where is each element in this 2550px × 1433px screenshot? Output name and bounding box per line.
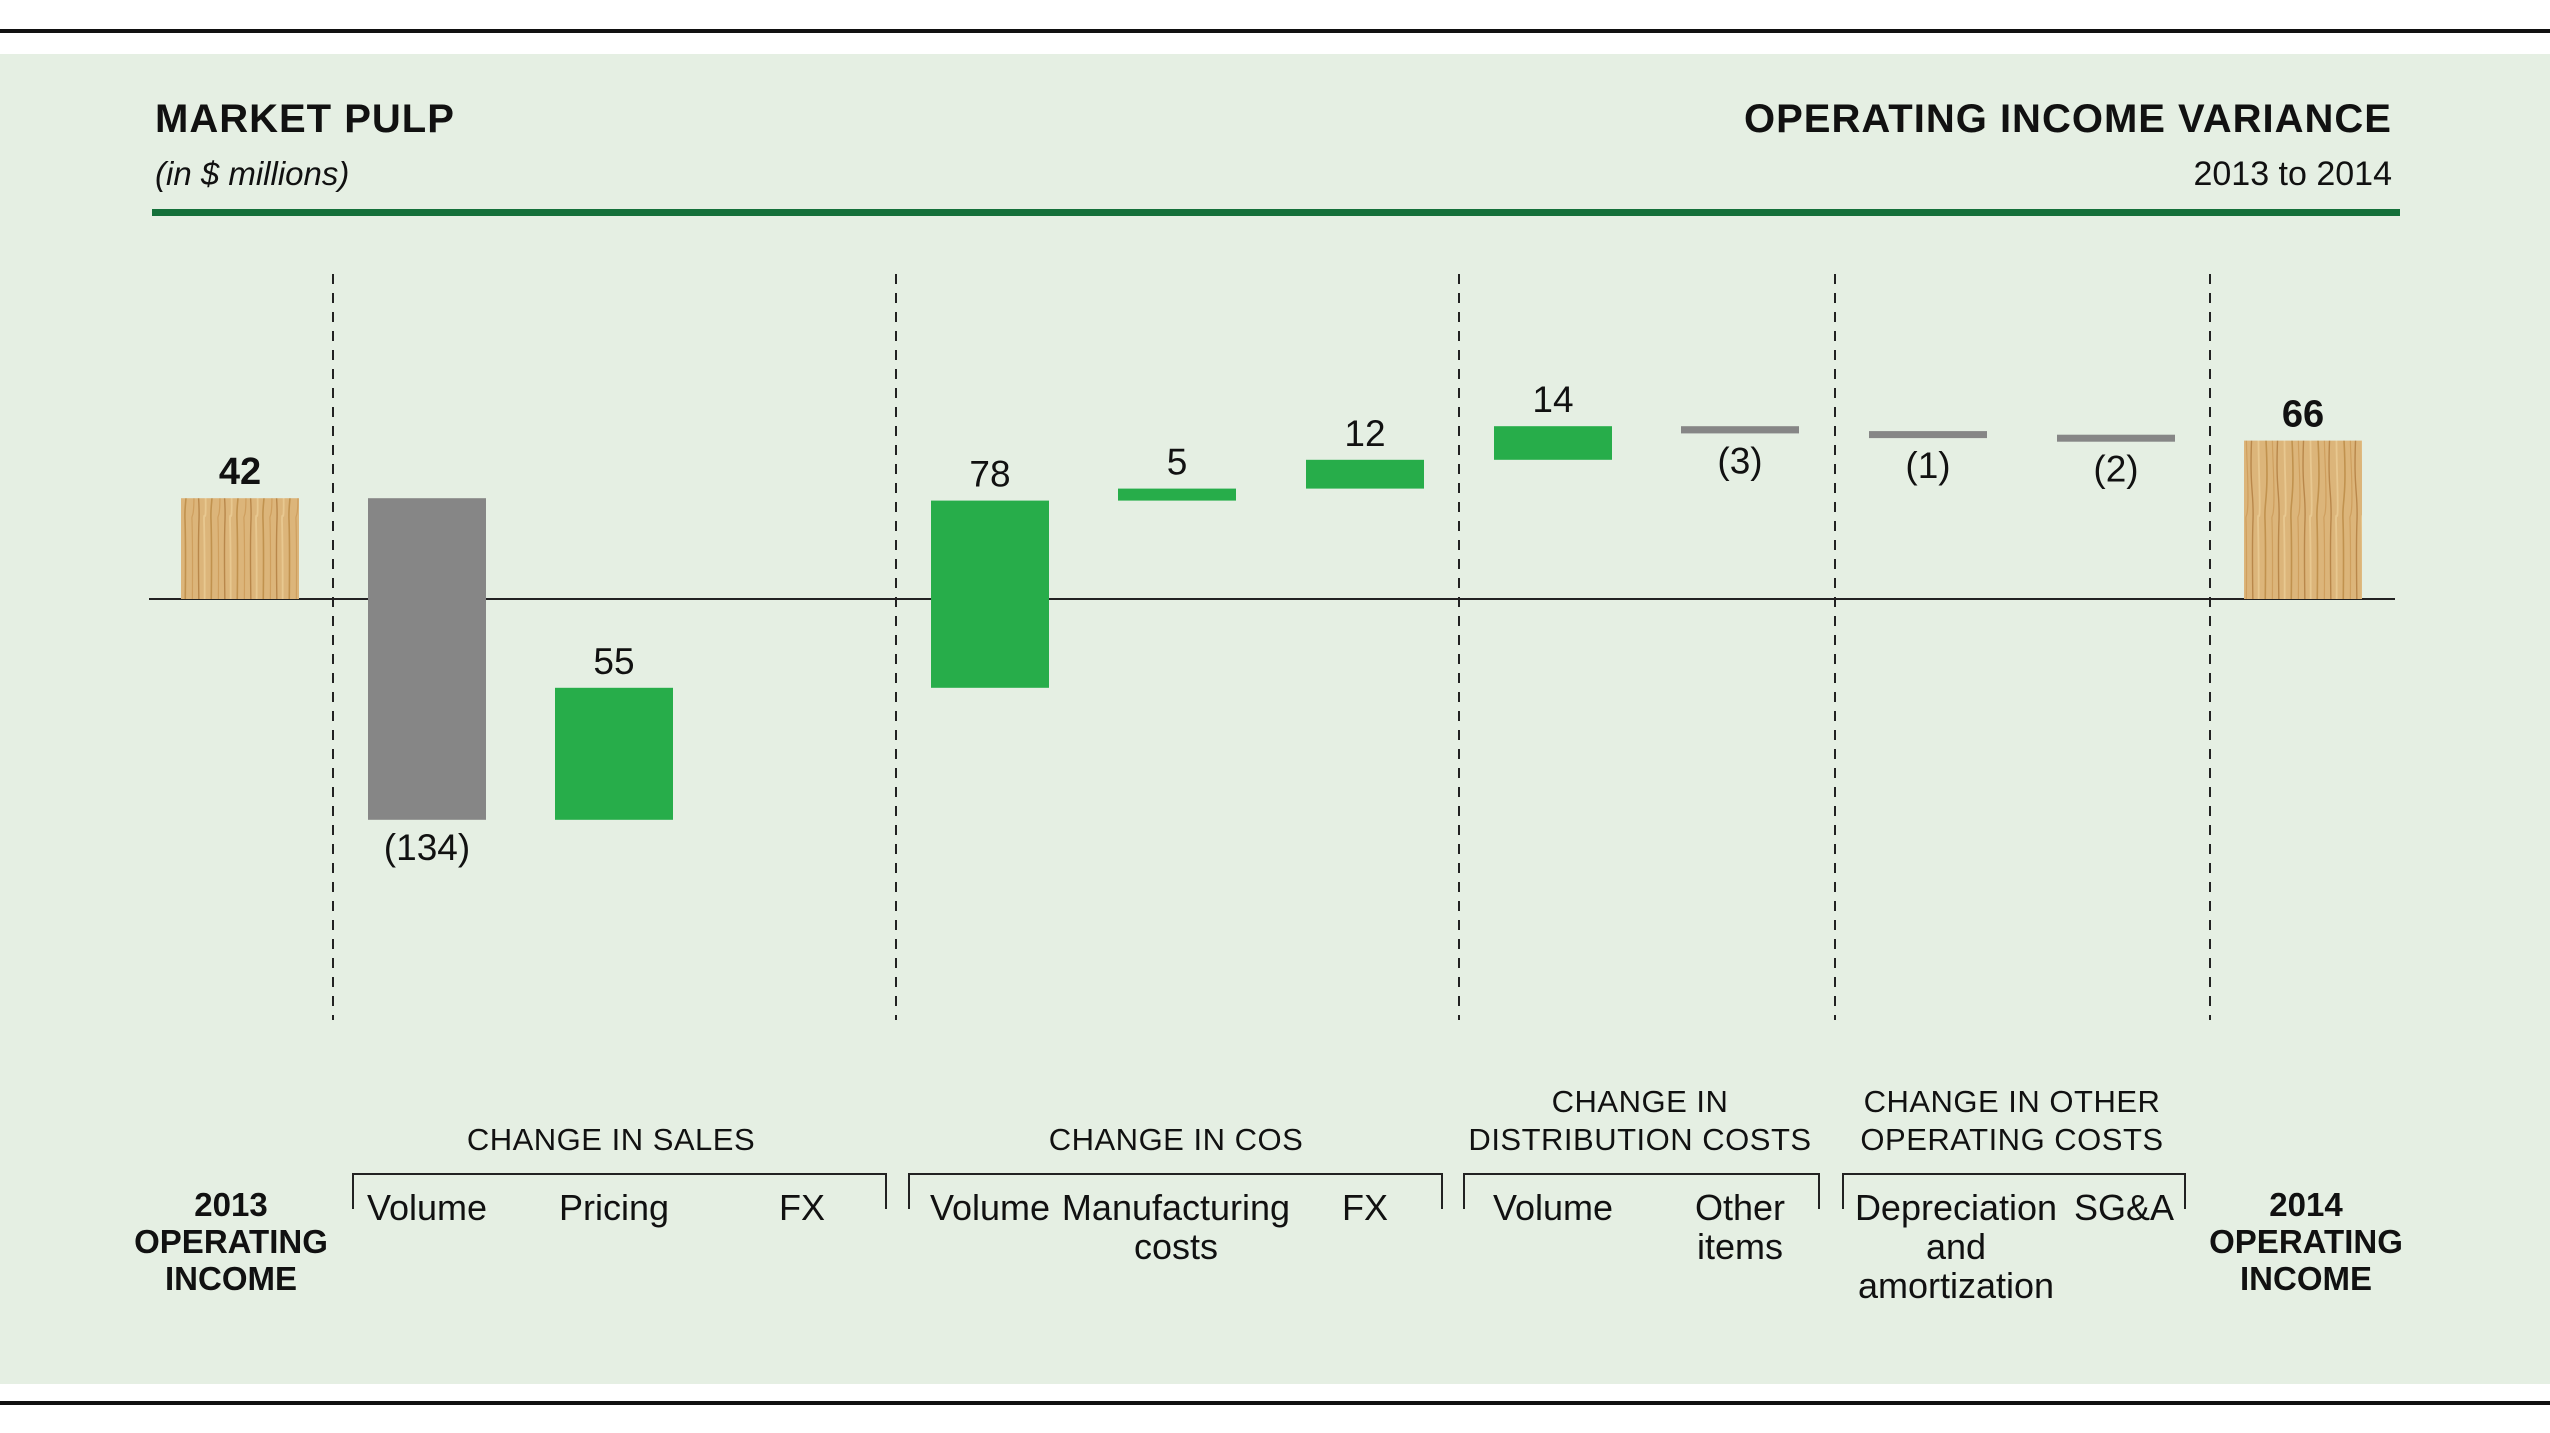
bar-2013-operating-income (181, 498, 299, 599)
chart-subtitle-units: (in $ millions) (155, 155, 350, 192)
group-label-other: CHANGE IN OTHER OPERATING COSTS (1860, 1083, 2163, 1159)
value-label-change-in-distribution-costs-other-items: (3) (1717, 440, 1762, 481)
bar-change-in-sales-volume (368, 498, 486, 820)
start-label-line1: 2013 (194, 1186, 268, 1223)
start-label-line3: INCOME (164, 1260, 297, 1297)
value-label-change-in-other-operating-costs-depreciation-and-amortization: (1) (1905, 445, 1950, 486)
category-label-depreciation-line2: and (1925, 1226, 1987, 1267)
top-rule (0, 29, 2550, 33)
value-label-change-in-other-operating-costs-sg-a: (2) (2093, 449, 2138, 490)
category-label-cos-manufacturing-line1: Manufacturing (1061, 1187, 1291, 1228)
category-label-sales-fx: FX (778, 1187, 826, 1228)
group-label-distribution-line2: DISTRIBUTION COSTS (1468, 1122, 1812, 1157)
bar-change-in-other-operating-costs-sg-a (2057, 434, 2175, 442)
category-label-cos-manufacturing-line2: costs (1133, 1226, 1219, 1267)
header-rule (152, 209, 2400, 216)
end-label-line1: 2014 (2269, 1186, 2343, 1223)
category-label-depreciation-line3: amortization (1857, 1265, 2055, 1306)
category-label-dist-volume: Volume (1492, 1187, 1614, 1228)
value-label-change-in-sales-volume: (134) (384, 827, 470, 868)
end-label-line3: INCOME (2239, 1260, 2372, 1297)
category-label-dist-other-line1: Other (1694, 1187, 1786, 1228)
group-label-distribution-line1: CHANGE IN (1551, 1084, 1729, 1119)
category-label-cos-volume: Volume (929, 1187, 1051, 1228)
value-label-change-in-cos-fx: 12 (1344, 413, 1385, 454)
group-bracket-cos (908, 1173, 1443, 1209)
value-label-change-in-distribution-costs-volume: 14 (1532, 379, 1573, 420)
group-label-distribution: CHANGE IN DISTRIBUTION COSTS (1468, 1083, 1811, 1159)
chart-title-right: OPERATING INCOME VARIANCE (1744, 97, 2392, 141)
category-label-sga: SG&A (2073, 1187, 2175, 1228)
value-label-change-in-sales-pricing: 55 (593, 641, 634, 682)
category-label-2014-operating-income: 2014 OPERATING INCOME (2209, 1186, 2403, 1297)
group-bracket-other (1842, 1173, 2186, 1209)
category-label-dist-other-line2: items (1696, 1226, 1784, 1267)
value-label-2014-operating-income: 66 (2282, 394, 2324, 436)
bottom-rule (0, 1401, 2550, 1405)
bar-change-in-cos-fx (1306, 459, 1424, 489)
bar-change-in-distribution-costs-other-items (1681, 426, 1799, 434)
bar-change-in-cos-volume (931, 500, 1049, 688)
bar-change-in-sales-pricing (555, 687, 673, 820)
group-label-cos: CHANGE IN COS (1048, 1122, 1304, 1157)
chart-title-left: MARKET PULP (155, 97, 455, 141)
group-bracket-sales (352, 1173, 887, 1209)
start-label-line2: OPERATING (134, 1223, 328, 1260)
value-label-change-in-cos-manufacturing-costs: 5 (1167, 442, 1188, 483)
bar-change-in-cos-manufacturing-costs (1118, 488, 1236, 501)
category-label-cos-manufacturing: Manufacturing costs (1062, 1188, 1290, 1266)
value-label-2013-operating-income: 42 (219, 451, 261, 493)
category-label-sales-pricing: Pricing (558, 1187, 670, 1228)
value-label-change-in-cos-volume: 78 (969, 454, 1010, 495)
category-label-sales-volume: Volume (366, 1187, 488, 1228)
group-label-other-line2: OPERATING COSTS (1860, 1122, 2164, 1157)
group-label-sales: CHANGE IN SALES (466, 1122, 756, 1157)
bar-change-in-distribution-costs-volume (1494, 426, 1612, 460)
group-bracket-distribution (1463, 1173, 1820, 1209)
bar-change-in-other-operating-costs-depreciation-and-amortization (1869, 431, 1987, 439)
end-label-line2: OPERATING (2209, 1223, 2403, 1260)
category-label-2013-operating-income: 2013 OPERATING INCOME (134, 1186, 328, 1297)
group-label-other-line1: CHANGE IN OTHER (1863, 1084, 2161, 1119)
bar-2014-operating-income (2244, 440, 2362, 599)
category-label-cos-fx: FX (1341, 1187, 1389, 1228)
category-label-dist-other-items: Other items (1695, 1188, 1785, 1266)
chart-subtitle-period: 2013 to 2014 (2193, 155, 2392, 193)
category-label-depreciation: Depreciation and amortization (1855, 1188, 2057, 1305)
category-label-depreciation-line1: Depreciation (1854, 1187, 2058, 1228)
